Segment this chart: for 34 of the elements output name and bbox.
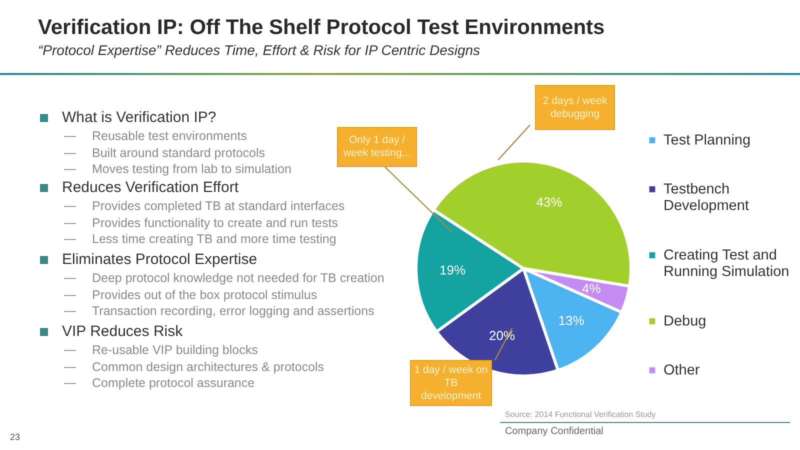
- text: What is Verification IP?: [61, 108, 218, 128]
- text: 1 day / week on TB development: [410, 360, 492, 406]
- legend-label: Test Planning: [664, 132, 751, 148]
- text: Provides completed TB at standard interfaces: [91, 198, 346, 214]
- data-label: 43%: [536, 194, 563, 210]
- data-label: 4%: [582, 280, 602, 296]
- text: Deep protocol knowledge not needed for TB creation: [91, 270, 386, 286]
- data-label: 19%: [440, 262, 466, 278]
- source-note: Source: 2014 Functional Verification Study: [505, 410, 656, 419]
- text: Company Confidential: [505, 426, 604, 437]
- text: Only 1 day / week testing...: [337, 127, 417, 167]
- text: Provides out of the box protocol stimulus: [91, 286, 318, 303]
- text: Complete protocol assurance: [91, 375, 256, 392]
- text: Built around standard protocols: [92, 146, 266, 160]
- text: Reduces Verification Effort: [61, 178, 240, 198]
- text: VIP Reduces Risk: [61, 322, 184, 342]
- legend-label: Debug: [664, 313, 706, 330]
- data-label: 20%: [488, 328, 516, 344]
- text: Eliminates Protocol Expertise: [61, 250, 258, 270]
- text: “Protocol Expertise” Reduces Time, Effort & Risk for IP Centric Designs: [38, 42, 482, 58]
- text: Verification IP: Off The Shelf Protocol Test Environments: [38, 16, 605, 40]
- legend-label: Creating Test and Running Simulation: [664, 247, 790, 280]
- text: Provides functionality to create and run tests: [91, 214, 339, 231]
- text: 2 days / week debugging: [535, 85, 615, 130]
- text: Re-usable VIP building blocks: [91, 342, 259, 358]
- text: 23: [10, 432, 20, 442]
- data-label: 13%: [558, 312, 585, 328]
- text: Moves testing from lab to simulation: [91, 161, 292, 178]
- text: Transaction recording, error logging and assertions: [91, 303, 376, 320]
- text: Less time creating TB and more time testing: [91, 231, 338, 248]
- legend-label: Testbench Development: [664, 181, 749, 214]
- legend-label: Other: [664, 362, 700, 378]
- text: Reusable test environments: [92, 129, 247, 143]
- text: Common design architectures & protocols: [91, 358, 326, 375]
